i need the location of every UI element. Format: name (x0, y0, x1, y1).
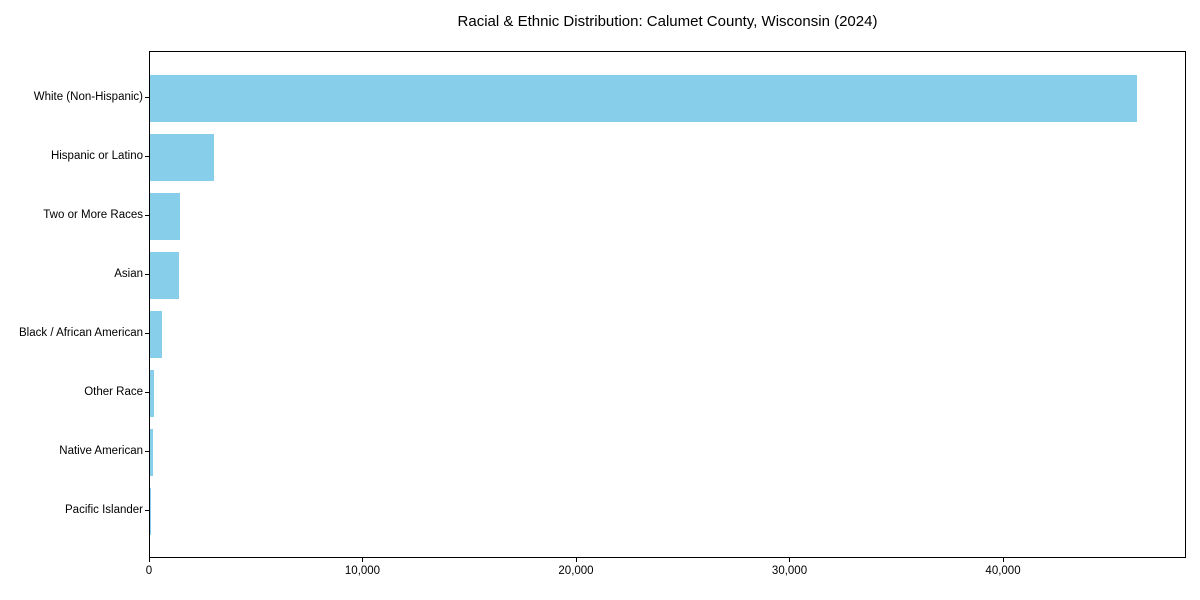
bar-asian (150, 251, 180, 299)
x-tick-mark (789, 558, 791, 562)
x-tick-mark (148, 558, 150, 562)
x-tick-label: 0 (145, 565, 153, 577)
y-tick-label-native-american: Native American (59, 445, 143, 457)
x-tick-mark (1002, 558, 1004, 562)
x-tick-mark (362, 558, 363, 562)
bar-hispanic-or-latino (150, 133, 215, 181)
bar-native-american (150, 428, 153, 476)
bar-black-african-american (150, 310, 162, 358)
y-tick-label-other-race: Other Race (84, 386, 143, 398)
x-tick-label: 30,000 (771, 565, 808, 577)
y-tick-mark (145, 333, 149, 334)
y-tick-label-black-african-american: Black / African American (19, 327, 143, 339)
y-tick-mark (145, 97, 149, 98)
bar-two-or-more-races (150, 192, 181, 240)
y-tick-label-white-non-hispanic: White (Non-Hispanic) (33, 91, 143, 103)
bar-other-race (150, 369, 154, 417)
x-tick-label: 10,000 (344, 565, 381, 577)
y-tick-mark (145, 215, 149, 216)
y-tick-mark (145, 156, 149, 157)
x-tick-label: 20,000 (558, 565, 594, 577)
chart-title: Racial & Ethnic Distribution: Calumet Co… (457, 13, 878, 30)
y-tick-mark (145, 451, 149, 452)
y-tick-label-two-or-more-races: Two or More Races (43, 209, 143, 221)
x-tick-mark (575, 558, 577, 562)
y-tick-label-pacific-islander: Pacific Islander (65, 504, 143, 516)
y-tick-mark (145, 510, 149, 511)
y-tick-mark (145, 392, 149, 393)
y-tick-label-asian: Asian (114, 268, 143, 280)
x-tick-label: 40,000 (985, 565, 1021, 577)
y-tick-mark (145, 274, 149, 275)
plot-area (149, 51, 1186, 558)
y-tick-label-hispanic-or-latino: Hispanic or Latino (50, 150, 143, 162)
bar-white-non-hispanic (150, 74, 1138, 122)
